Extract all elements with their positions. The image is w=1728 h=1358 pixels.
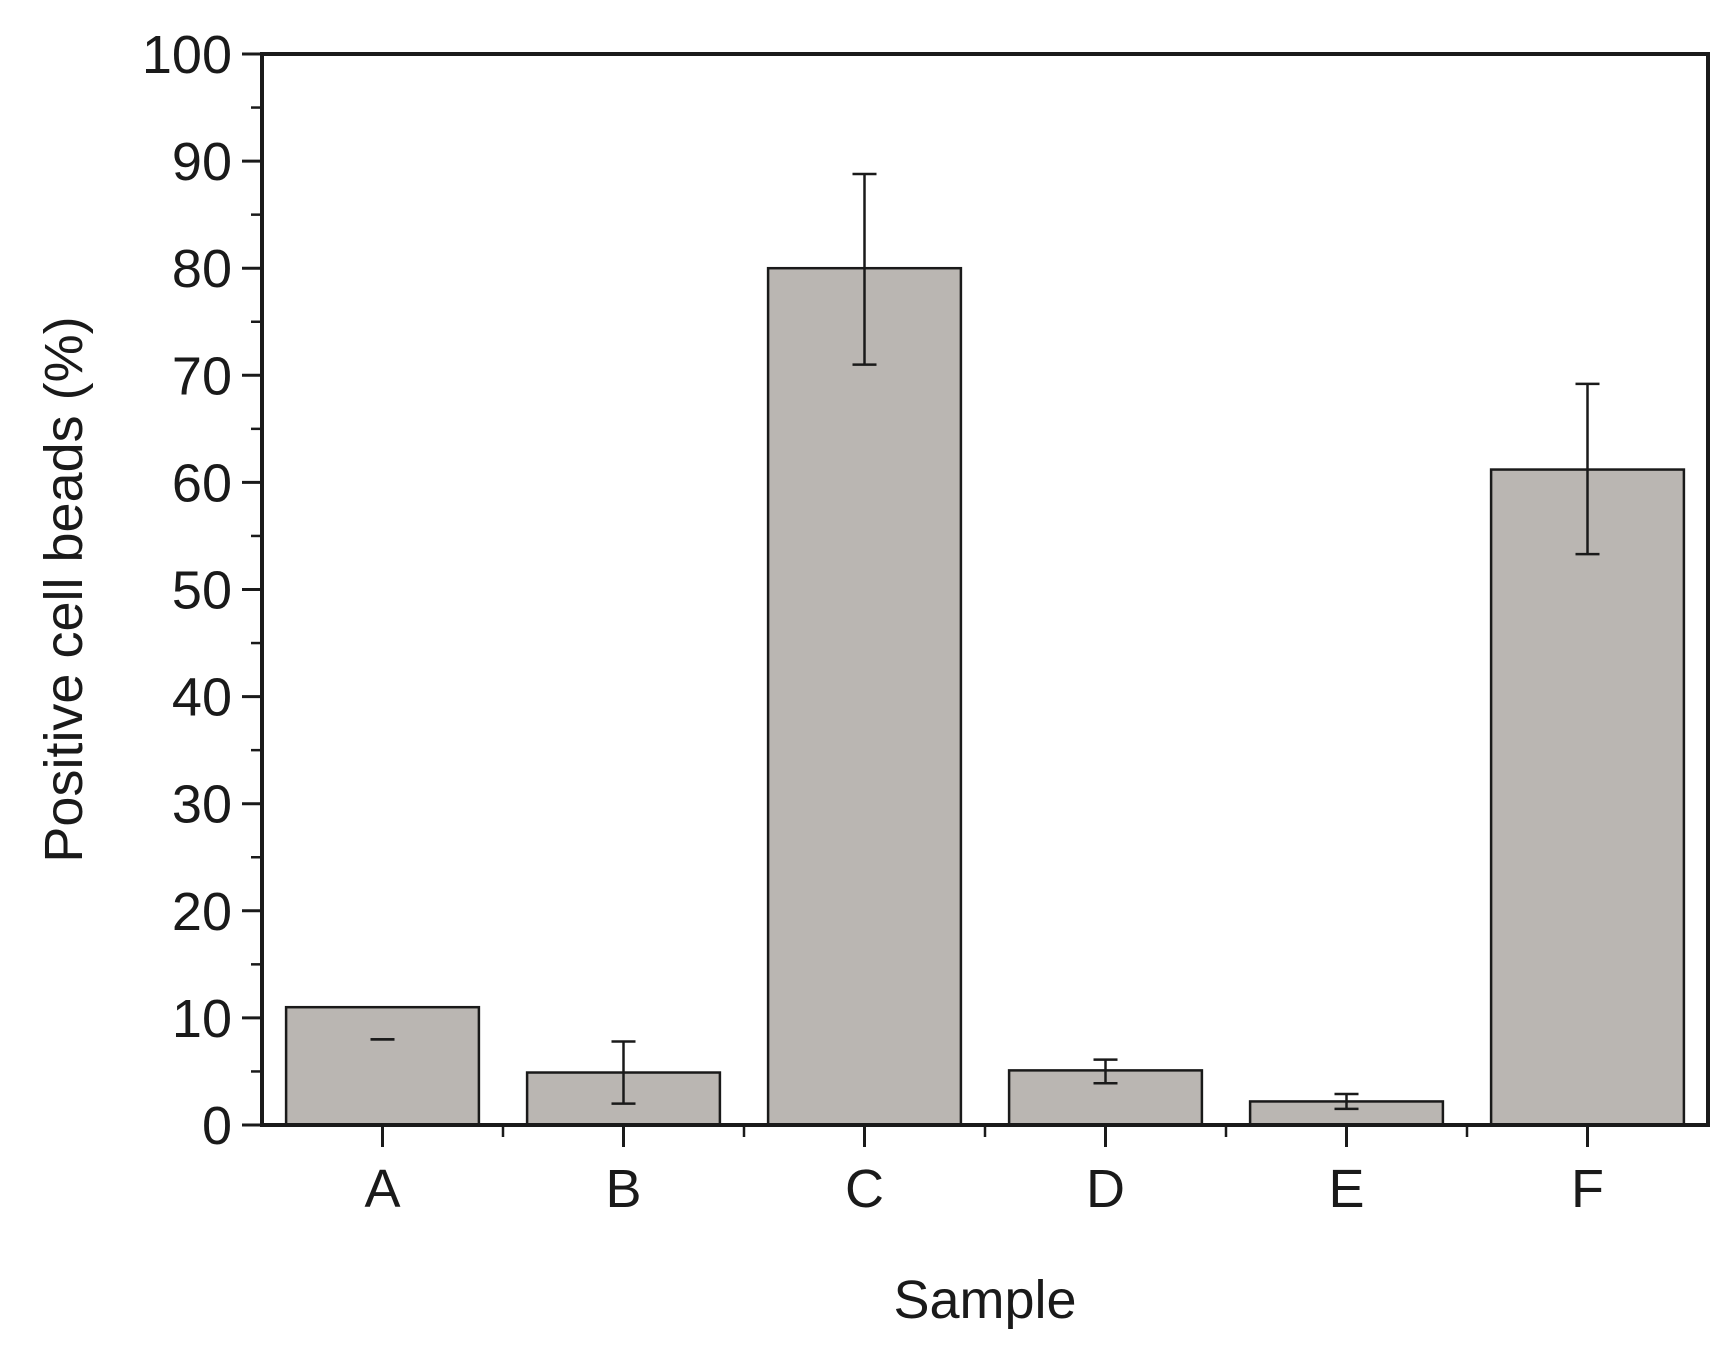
- x-tick-label: F: [1571, 1159, 1604, 1219]
- y-tick-label: 50: [172, 561, 232, 621]
- x-tick-label: A: [364, 1159, 400, 1219]
- error-bar-F: [1575, 382, 1600, 556]
- bar-C: [766, 266, 963, 1127]
- y-tick-label: 90: [172, 132, 232, 192]
- error-bars-layer: [370, 172, 1600, 1111]
- y-tick-label: 40: [172, 668, 232, 728]
- y-tick-label: 70: [172, 346, 232, 406]
- bars-layer: [284, 266, 1686, 1127]
- x-axis-title: Sample: [893, 1270, 1076, 1330]
- error-bar-D: [1093, 1058, 1118, 1085]
- y-tick-label: 80: [172, 239, 232, 299]
- x-tick-label: D: [1086, 1159, 1125, 1219]
- x-axis-ticks: A B C D E F: [364, 1125, 1604, 1219]
- bar-A: [284, 1005, 481, 1127]
- x-tick-label: E: [1328, 1159, 1364, 1219]
- bar-F: [1489, 468, 1686, 1127]
- x-tick-label: B: [605, 1159, 641, 1219]
- y-tick-label: 60: [172, 453, 232, 513]
- y-tick-label: 30: [172, 775, 232, 835]
- y-tick-label: 0: [202, 1096, 232, 1156]
- y-tick-label: 20: [172, 882, 232, 942]
- y-tick-label: 100: [142, 25, 232, 85]
- y-tick-label: 10: [172, 989, 232, 1049]
- y-axis-ticks: 0 10 20 30 40 50 60 70 80 90 100: [142, 25, 262, 1156]
- y-axis-title: Positive cell beads (%): [34, 316, 94, 862]
- error-bar-E: [1334, 1092, 1359, 1111]
- error-bar-B: [611, 1040, 636, 1105]
- x-tick-label: C: [845, 1159, 884, 1219]
- error-bar-C: [852, 172, 877, 366]
